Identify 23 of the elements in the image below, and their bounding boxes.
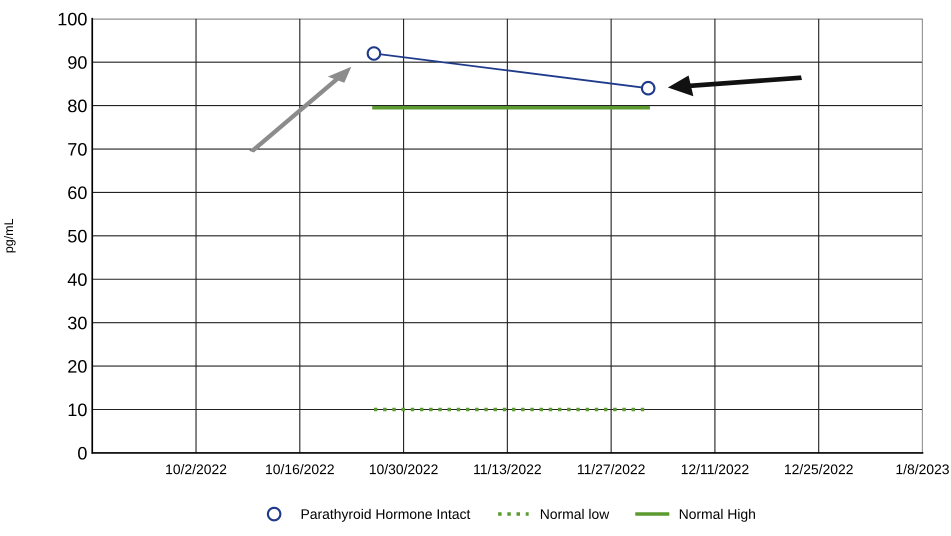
legend-label: Normal low bbox=[540, 508, 610, 520]
x-tick-label: 10/2/2022 bbox=[166, 464, 226, 474]
x-tick-label: 12/11/2022 bbox=[682, 464, 748, 474]
legend-label: Normal High bbox=[680, 508, 755, 522]
y-tick-label: 40 bbox=[68, 273, 87, 286]
y-tick-label: 60 bbox=[68, 186, 87, 200]
y-tick-label: 10 bbox=[68, 403, 87, 416]
x-tick-label: 11/27/2022 bbox=[578, 464, 645, 474]
y-axis-title: pg/mL bbox=[4, 218, 16, 252]
y-tick-label: 70 bbox=[68, 142, 87, 156]
y-tick-label: 30 bbox=[68, 316, 87, 330]
y-tick-label: 90 bbox=[68, 56, 87, 69]
x-tick-label: 1/8/2023 bbox=[896, 464, 949, 474]
y-tick-label: 80 bbox=[68, 100, 87, 112]
x-tick-label: 10/30/2022 bbox=[370, 464, 438, 474]
y-tick-label: 50 bbox=[68, 230, 87, 243]
legend-label: Parathyroid Hormone Intact bbox=[302, 508, 470, 522]
y-tick-label: 0 bbox=[78, 446, 87, 460]
x-tick-label: 10/16/2022 bbox=[266, 464, 334, 474]
x-tick-label: 11/13/2022 bbox=[474, 464, 541, 474]
y-tick-label: 20 bbox=[68, 360, 87, 373]
x-tick-label: 12/25/2022 bbox=[785, 464, 853, 474]
y-tick-label: 100 bbox=[58, 12, 87, 26]
